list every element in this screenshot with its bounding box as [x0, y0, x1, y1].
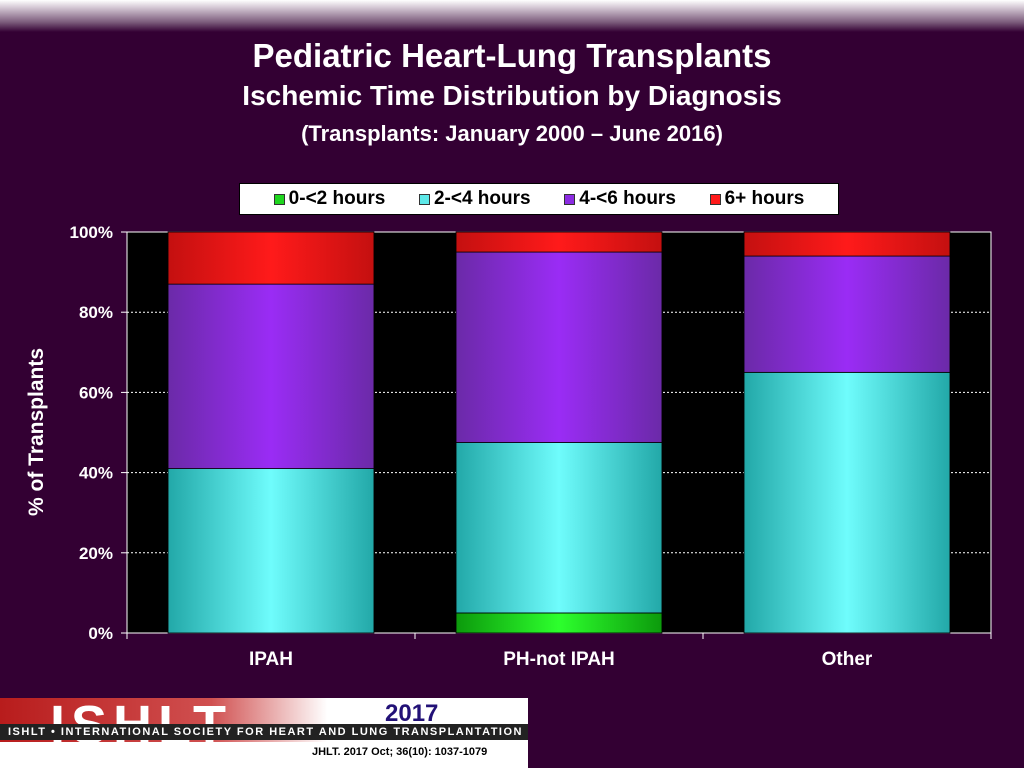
top-gradient-band: [0, 0, 1024, 32]
legend-label: 4-<6 hours: [579, 188, 676, 209]
legend-swatch: [418, 193, 430, 205]
citation: JHLT. 2017 Oct; 36(10): 1037-1079: [312, 746, 488, 758]
bar-segment-ipah-1: [167, 468, 375, 634]
legend-label: 0-<2 hours: [288, 188, 386, 209]
bar-segment-ph-not-ipah-0: [455, 612, 663, 634]
y-tick-label: 80%: [79, 303, 113, 322]
bar-segment-other-2: [743, 255, 951, 373]
bar-segment-other-1: [743, 371, 951, 634]
legend-label: 2-<4 hours: [433, 188, 531, 209]
y-tick-label: 20%: [79, 544, 113, 563]
bar-segment-ph-not-ipah-1: [455, 442, 663, 614]
x-category-label: Other: [822, 649, 873, 670]
y-tick-label: 0%: [88, 624, 113, 643]
y-tick-label: 100%: [70, 223, 113, 242]
legend-label: 6+ hours: [724, 188, 805, 209]
title-block: Pediatric Heart-Lung Transplants Ischemi…: [0, 34, 1024, 154]
chart-subtitle: Ischemic Time Distribution by Diagnosis: [242, 80, 782, 111]
bar-segment-ph-not-ipah-3: [455, 231, 663, 253]
stacked-bar-chart: 0% 20% 40% 60% 80% 100% IPAH PH-not IPAH Other: [70, 223, 992, 670]
report-year: 2017: [385, 700, 439, 727]
y-tick-label: 60%: [79, 383, 113, 402]
chart-period: (Transplants: January 2000 – June 2016): [301, 121, 723, 146]
ishlt-logo: ISHLT ISHLT • INTERNATIONAL SOCIETY FOR …: [0, 695, 528, 768]
legend-swatch: [709, 193, 721, 205]
y-tick-label: 40%: [79, 464, 113, 483]
x-category-label: PH-not IPAH: [503, 649, 615, 670]
logo-tagline: ISHLT • INTERNATIONAL SOCIETY FOR HEART …: [0, 724, 528, 740]
bar-segment-other-3: [743, 231, 951, 257]
legend-swatch: [564, 193, 576, 205]
legend-swatch: [273, 193, 285, 205]
legend-item-6plus: 6+ hours: [709, 188, 805, 210]
chart-title: Pediatric Heart-Lung Transplants: [252, 37, 772, 74]
x-category-label: IPAH: [249, 649, 293, 670]
bar-segment-ipah-3: [167, 231, 375, 285]
legend-item-0-2: 0-<2 hours: [273, 188, 386, 210]
bar-segment-ipah-2: [167, 283, 375, 469]
bar-segment-ph-not-ipah-2: [455, 251, 663, 443]
chart-legend: 0-<2 hours 2-<4 hours 4-<6 hours 6+ hour…: [239, 183, 839, 215]
legend-item-2-4: 2-<4 hours: [418, 188, 531, 210]
legend-item-4-6: 4-<6 hours: [564, 188, 676, 210]
